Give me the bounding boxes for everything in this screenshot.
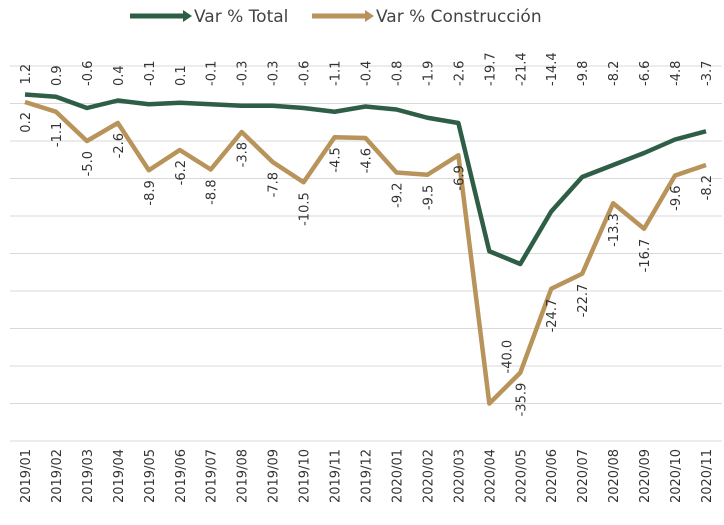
x-tick-label: 2019/09 — [267, 449, 282, 503]
data-label: -4.8 — [669, 61, 684, 86]
series-line — [24, 99, 707, 406]
x-tick-label: 2019/10 — [298, 449, 313, 503]
data-label: -9.2 — [390, 183, 405, 208]
data-label: -8.8 — [205, 180, 220, 205]
x-tick-label: 2019/06 — [174, 449, 189, 503]
x-tick-label: 2019/12 — [360, 449, 375, 503]
data-label: -0.1 — [143, 61, 158, 86]
x-tick-label: 2019/01 — [19, 449, 34, 503]
x-tick-label: 2020/02 — [421, 449, 436, 503]
data-label: -19.7 — [483, 52, 498, 86]
data-label: -13.3 — [607, 213, 622, 247]
x-tick-label: 2019/04 — [112, 449, 127, 503]
data-label: -10.5 — [298, 192, 313, 226]
data-label: -35.9 — [514, 383, 529, 417]
data-label: -3.7 — [700, 61, 715, 86]
x-tick-label: 2020/03 — [452, 449, 467, 503]
data-label: -1.9 — [421, 61, 436, 86]
data-label: -2.6 — [452, 61, 467, 86]
data-label: -4.6 — [360, 148, 375, 173]
x-tick-label: 2020/07 — [576, 449, 591, 503]
data-label: -3.8 — [236, 142, 251, 167]
x-tick-label: 2020/06 — [545, 449, 560, 503]
data-label: -5.0 — [81, 151, 96, 176]
x-tick-label: 2019/08 — [236, 449, 251, 503]
x-tick-label: 2020/04 — [483, 449, 498, 503]
data-label: -7.8 — [267, 172, 282, 197]
x-tick-label: 2019/11 — [329, 449, 344, 503]
data-label: -9.8 — [576, 61, 591, 86]
data-label: 0.2 — [19, 112, 34, 133]
data-label: -16.7 — [638, 239, 653, 273]
x-tick-label: 2020/05 — [514, 449, 529, 503]
data-label: -8.9 — [143, 180, 158, 205]
data-label: -9.6 — [669, 186, 684, 211]
legend-arrow — [365, 10, 374, 22]
data-label: 0.9 — [50, 65, 65, 86]
x-tick-label: 2020/10 — [669, 449, 684, 503]
legend-label: Var % Construcción — [376, 7, 542, 27]
data-label: -6.6 — [638, 61, 653, 86]
legend: Var % Total Var % Construcción — [130, 7, 542, 27]
data-label: -6.2 — [174, 160, 189, 185]
data-label: -40.0 — [500, 340, 515, 374]
x-tick-label: 2020/08 — [607, 449, 622, 503]
data-label: -0.8 — [390, 61, 405, 86]
data-label: 0.4 — [112, 65, 127, 86]
data-label: 0.1 — [174, 65, 189, 86]
data-label: -22.7 — [576, 284, 591, 318]
data-label: -14.4 — [545, 52, 560, 86]
data-label: -0.1 — [205, 61, 220, 86]
legend-arrow — [183, 10, 192, 22]
data-label: -4.5 — [329, 147, 344, 172]
data-label: -8.2 — [607, 61, 622, 86]
data-label: -0.6 — [298, 61, 313, 86]
x-tick-label: 2019/07 — [205, 449, 220, 503]
series-line — [24, 92, 707, 267]
x-tick-label: 2019/03 — [81, 449, 96, 503]
data-label: -0.6 — [81, 61, 96, 86]
x-tick-label: 2019/05 — [143, 449, 158, 503]
data-label: -9.5 — [421, 185, 436, 210]
data-label: -8.2 — [700, 175, 715, 200]
data-label: -0.4 — [360, 61, 375, 86]
data-label: -0.3 — [236, 61, 251, 86]
data-label: -2.6 — [112, 133, 127, 158]
data-label: -1.1 — [50, 122, 65, 147]
x-tick-label: 2020/01 — [390, 449, 405, 503]
data-label: -6.9 — [452, 165, 467, 190]
legend-label: Var % Total — [194, 7, 288, 27]
data-label: 1.2 — [19, 64, 34, 85]
data-label: -21.4 — [514, 52, 529, 86]
data-label: -24.7 — [545, 299, 560, 333]
data-label: -1.1 — [329, 61, 344, 86]
x-tick-label: 2019/02 — [50, 449, 65, 503]
x-tick-label: 2020/11 — [700, 449, 715, 503]
x-tick-label: 2020/09 — [638, 449, 653, 503]
data-label: -0.3 — [267, 61, 282, 86]
